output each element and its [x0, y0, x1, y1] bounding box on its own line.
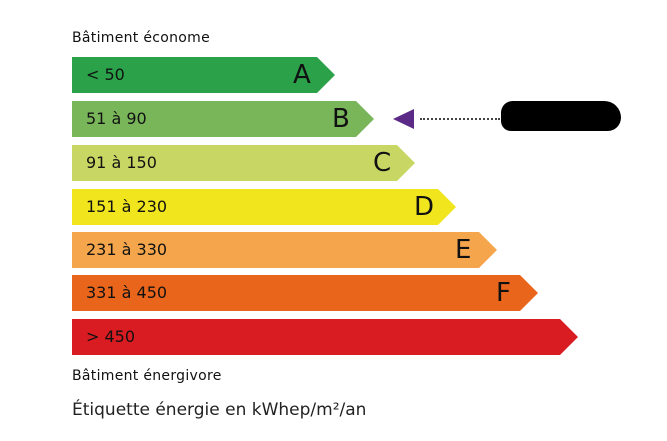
class-letter: E — [455, 235, 472, 265]
top-label: Bâtiment économe — [72, 30, 210, 46]
energy-class-e: 231 à 330 E — [72, 232, 497, 268]
energy-class-d: 151 à 230 D — [72, 189, 456, 225]
class-range: < 50 — [86, 65, 125, 84]
energy-class-f: 331 à 450 F — [72, 275, 538, 311]
class-range: 331 à 450 — [86, 283, 168, 302]
class-letter: A — [293, 60, 311, 90]
class-range: 51 à 90 — [86, 109, 147, 128]
class-letter: D — [414, 192, 435, 222]
energy-class-b: 51 à 90 B — [72, 101, 374, 137]
energy-class-a: < 50 A — [72, 57, 335, 93]
caption: Étiquette énergie en kWhep/m²/an — [72, 400, 367, 420]
energy-class-g: > 450 — [72, 319, 578, 355]
class-letter: B — [332, 104, 350, 134]
class-range: > 450 — [86, 327, 136, 346]
class-range: 151 à 230 — [86, 197, 168, 216]
energy-class-c: 91 à 150 C — [72, 145, 415, 181]
class-letter: F — [496, 278, 511, 308]
indicator-arrow-icon — [393, 109, 414, 129]
class-letter: C — [373, 148, 392, 178]
class-range: 231 à 330 — [86, 240, 168, 259]
redacted-value — [501, 101, 621, 131]
bottom-label: Bâtiment énergivore — [72, 368, 222, 384]
indicator-dotted-line — [420, 118, 500, 120]
class-range: 91 à 150 — [86, 153, 157, 172]
